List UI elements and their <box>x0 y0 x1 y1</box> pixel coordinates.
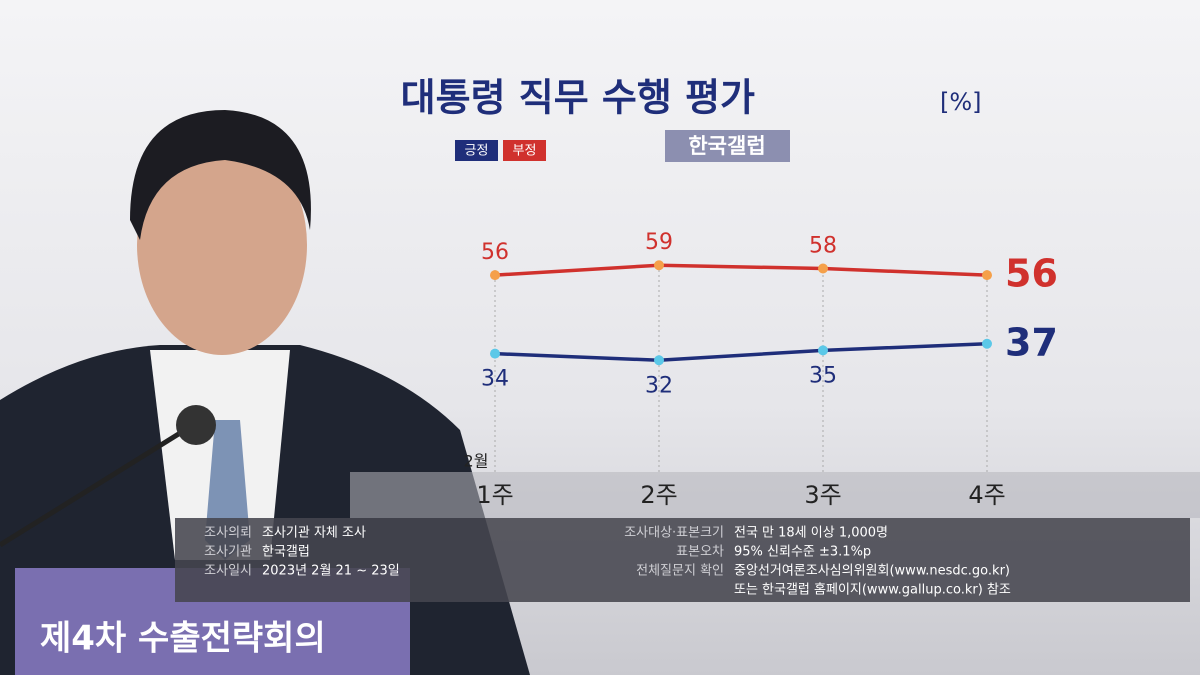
x-tick-label: 3주 <box>804 481 841 509</box>
unit: [%] <box>940 88 982 116</box>
subtitle-box <box>665 130 790 162</box>
subtitle: 한국갤럽 <box>688 134 765 158</box>
marker <box>818 345 828 356</box>
x-group-label: 2월 <box>464 452 489 471</box>
value-label-latest: 37 <box>1005 320 1058 364</box>
info-value: 한국갤럽 <box>262 545 310 560</box>
x-axis-band <box>350 472 1200 518</box>
info-key: 조사기관 <box>204 545 252 560</box>
marker <box>490 270 500 281</box>
legend-swatch <box>455 140 498 161</box>
marker <box>982 270 992 281</box>
info-key: 조사대상·표본크기 <box>624 526 724 541</box>
marker <box>654 260 664 271</box>
value-label: 56 <box>481 240 509 265</box>
value-label: 34 <box>481 367 509 392</box>
photo-caption: 제4차 수출전략회의 <box>40 619 326 659</box>
info-value: 2023년 2월 21 ~ 23일 <box>262 564 400 579</box>
value-label: 35 <box>809 363 837 388</box>
x-tick-label: 1주 <box>476 481 513 509</box>
value-label: 59 <box>645 230 673 255</box>
marker <box>654 355 664 366</box>
series-line <box>494 263 988 277</box>
x-tick-label: 2주 <box>640 481 677 509</box>
value-label: 32 <box>645 373 673 398</box>
series-line <box>494 342 988 363</box>
chart-title: 대통령 직무 수행 평가 <box>401 76 755 120</box>
marker <box>818 263 828 274</box>
info-value: 전국 만 18세 이상 1,000명 <box>734 526 888 541</box>
legend-label: 부정 <box>513 144 537 159</box>
info-key: 표본오차 <box>676 545 724 560</box>
legend-label: 긍정 <box>465 144 489 159</box>
info-value: 조사기관 자체 조사 <box>262 526 366 541</box>
info-value: 중앙선거여론조사심의위원회(www.nesdc.go.kr) <box>734 564 1010 579</box>
info-key: 조사일시 <box>204 564 252 579</box>
marker <box>982 338 992 349</box>
info-box <box>175 518 1190 602</box>
info-value: 95% 신뢰수준 ±3.1%p <box>734 545 871 560</box>
value-label: 58 <box>809 234 837 259</box>
info-value: 또는 한국갤럽 홈페이지(www.gallup.co.kr) 참조 <box>734 583 1011 598</box>
x-tick-label: 4주 <box>968 481 1005 509</box>
legend-swatch <box>503 140 546 161</box>
info-key: 전체질문지 확인 <box>636 564 724 579</box>
marker <box>490 348 500 359</box>
info-key: 조사의뢰 <box>204 526 252 541</box>
value-label-latest: 56 <box>1005 252 1058 296</box>
